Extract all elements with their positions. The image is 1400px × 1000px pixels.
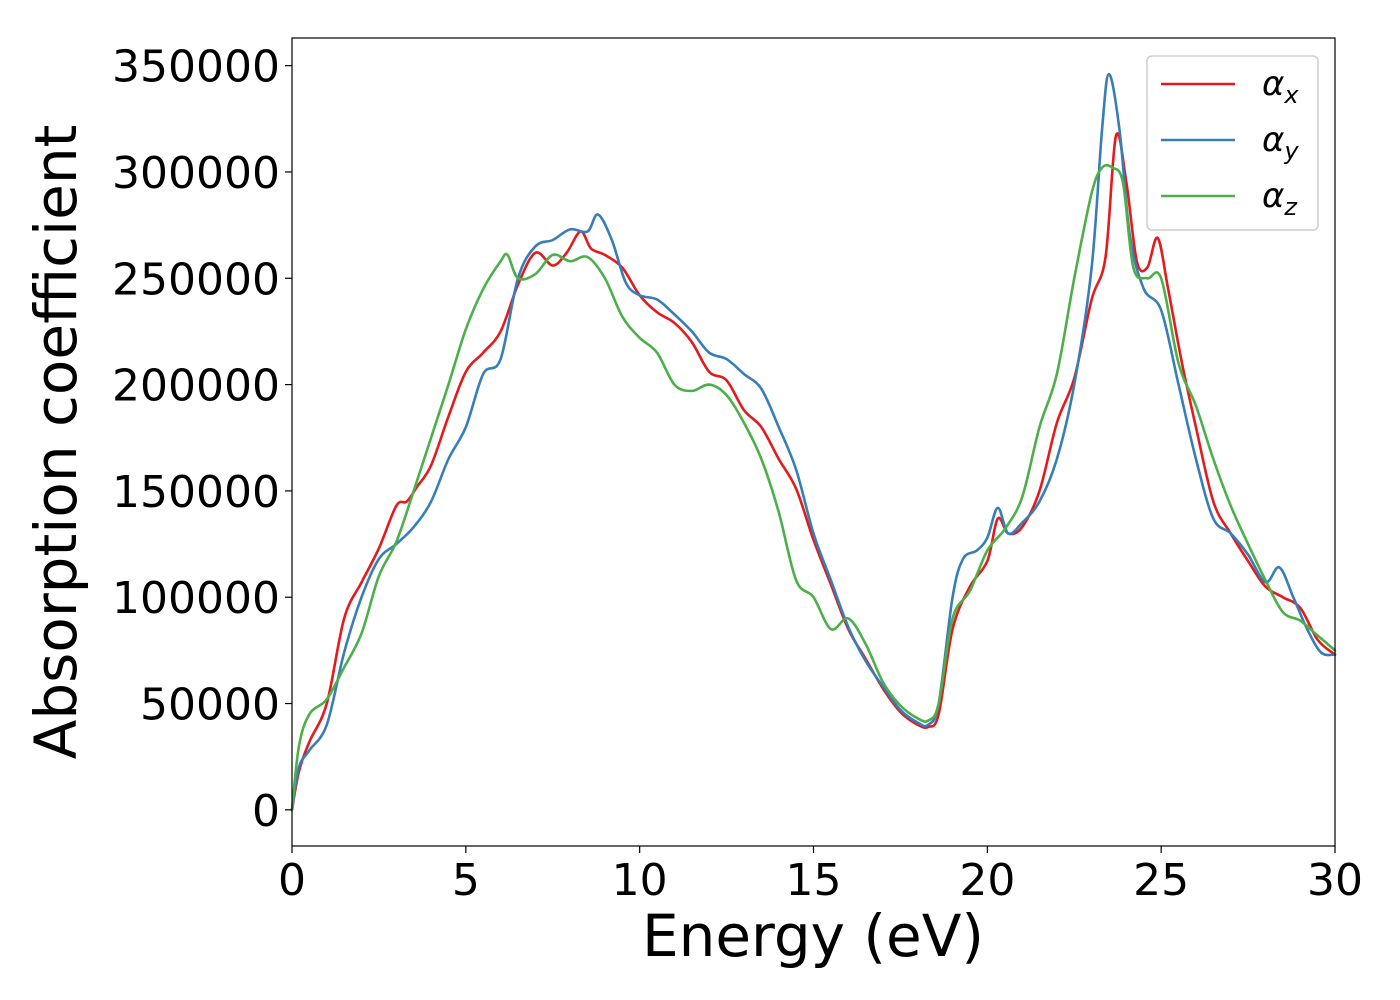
x-tick-label: 15 [786, 855, 842, 906]
x-tick-label: 20 [959, 855, 1015, 906]
x-tick-label: 10 [612, 855, 668, 906]
x-tick-label: 25 [1133, 855, 1189, 906]
y-axis-ticks: 0 50000 100000 150000 200000 250000 300000 3500… [112, 42, 292, 837]
legend-label-base: α [1262, 64, 1284, 104]
y-tick-label: 350000 [112, 42, 280, 93]
x-tick-label: 30 [1307, 855, 1363, 906]
y-axis-label: Absorption coefficient [22, 125, 90, 760]
y-tick-label: 100000 [112, 573, 280, 624]
legend-label-base: α [1262, 176, 1284, 216]
y-tick-label: 0 [252, 786, 280, 837]
legend-label-x: αx [1262, 64, 1299, 109]
legend-label-z: αz [1262, 176, 1298, 221]
x-tick-label: 0 [278, 855, 306, 906]
legend-label-subscript: y [1283, 137, 1299, 165]
legend-label-base: α [1262, 120, 1284, 160]
series-line-y [290, 72, 1337, 812]
x-axis-label: Energy (eV) [642, 902, 984, 970]
series-line-z [290, 163, 1337, 812]
legend-label-y: αy [1262, 120, 1299, 165]
legend-label-subscript: x [1283, 81, 1299, 109]
x-tick-label: 5 [452, 855, 480, 906]
series-layer [290, 72, 1337, 812]
y-tick-label: 50000 [140, 680, 280, 731]
y-tick-label: 200000 [112, 361, 280, 412]
y-tick-label: 300000 [112, 148, 280, 199]
y-tick-label: 250000 [112, 254, 280, 305]
x-axis-ticks: 0 5 10 15 20 25 30 [278, 846, 1363, 906]
legend-box [1146, 55, 1319, 231]
y-tick-label: 150000 [112, 467, 280, 518]
legend-label-subscript: z [1283, 193, 1298, 221]
